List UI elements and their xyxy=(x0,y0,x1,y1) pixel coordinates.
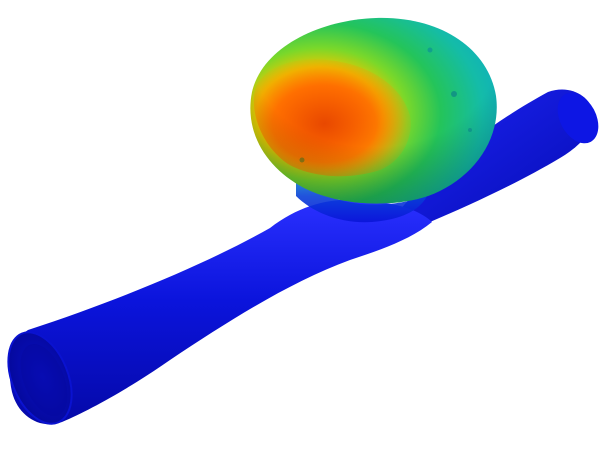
vessel-opening-inner xyxy=(20,343,68,417)
surface-speck xyxy=(427,47,433,53)
vessel-branch-right xyxy=(400,89,594,226)
surface-speck xyxy=(468,128,472,132)
aneurysm-shading xyxy=(250,17,497,204)
vessel-main xyxy=(9,199,432,425)
surface-speck xyxy=(451,91,457,97)
vessel-branch-cap xyxy=(557,92,599,144)
surface-speck xyxy=(299,157,305,163)
aneurysm-neck xyxy=(296,170,428,223)
